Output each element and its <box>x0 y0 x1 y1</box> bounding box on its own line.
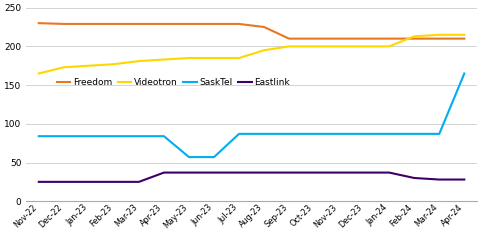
Freedom <box>36 22 42 25</box>
Freedom <box>336 37 341 40</box>
Videotron <box>211 57 216 59</box>
Videotron <box>136 60 142 62</box>
Eastlink <box>161 171 167 174</box>
Videotron <box>111 63 117 66</box>
Line: Freedom: Freedom <box>39 23 463 39</box>
SaskTel <box>460 72 466 75</box>
Freedom <box>261 26 266 28</box>
SaskTel <box>261 132 266 135</box>
Freedom <box>385 37 391 40</box>
Videotron <box>311 45 316 48</box>
SaskTel <box>111 135 117 138</box>
Freedom <box>136 22 142 25</box>
Legend: Freedom, Videotron, SaskTel, Eastlink: Freedom, Videotron, SaskTel, Eastlink <box>53 74 293 90</box>
Line: Eastlink: Eastlink <box>39 172 463 182</box>
Freedom <box>410 37 416 40</box>
Freedom <box>186 22 192 25</box>
SaskTel <box>435 132 441 135</box>
Freedom <box>435 37 441 40</box>
Freedom <box>360 37 366 40</box>
Videotron <box>385 45 391 48</box>
Eastlink <box>336 171 341 174</box>
Videotron <box>360 45 366 48</box>
Videotron <box>86 64 92 67</box>
SaskTel <box>211 156 216 158</box>
Eastlink <box>360 171 366 174</box>
Eastlink <box>86 180 92 183</box>
Videotron <box>61 66 67 69</box>
Videotron <box>410 35 416 38</box>
Freedom <box>161 22 167 25</box>
SaskTel <box>161 135 167 138</box>
Videotron <box>286 45 291 48</box>
Videotron <box>186 57 192 59</box>
Freedom <box>211 22 216 25</box>
Eastlink <box>36 180 42 183</box>
SaskTel <box>86 135 92 138</box>
SaskTel <box>336 132 341 135</box>
Eastlink <box>410 177 416 179</box>
SaskTel <box>385 132 391 135</box>
Freedom <box>236 22 241 25</box>
Eastlink <box>111 180 117 183</box>
Line: Videotron: Videotron <box>39 35 463 73</box>
SaskTel <box>360 132 366 135</box>
Eastlink <box>385 171 391 174</box>
Freedom <box>61 22 67 25</box>
Freedom <box>311 37 316 40</box>
Videotron <box>336 45 341 48</box>
SaskTel <box>36 135 42 138</box>
Freedom <box>86 22 92 25</box>
SaskTel <box>136 135 142 138</box>
Videotron <box>435 33 441 36</box>
Videotron <box>261 49 266 52</box>
SaskTel <box>286 132 291 135</box>
SaskTel <box>311 132 316 135</box>
Videotron <box>236 57 241 59</box>
Line: SaskTel: SaskTel <box>39 73 463 157</box>
Freedom <box>286 37 291 40</box>
Eastlink <box>460 178 466 181</box>
Eastlink <box>136 180 142 183</box>
Eastlink <box>261 171 266 174</box>
Videotron <box>161 58 167 61</box>
SaskTel <box>61 135 67 138</box>
Eastlink <box>311 171 316 174</box>
Eastlink <box>236 171 241 174</box>
Eastlink <box>211 171 216 174</box>
SaskTel <box>410 132 416 135</box>
SaskTel <box>186 156 192 158</box>
Eastlink <box>286 171 291 174</box>
Freedom <box>111 22 117 25</box>
Eastlink <box>61 180 67 183</box>
Freedom <box>460 37 466 40</box>
Eastlink <box>435 178 441 181</box>
Videotron <box>460 33 466 36</box>
Videotron <box>36 72 42 75</box>
SaskTel <box>236 132 241 135</box>
Eastlink <box>186 171 192 174</box>
